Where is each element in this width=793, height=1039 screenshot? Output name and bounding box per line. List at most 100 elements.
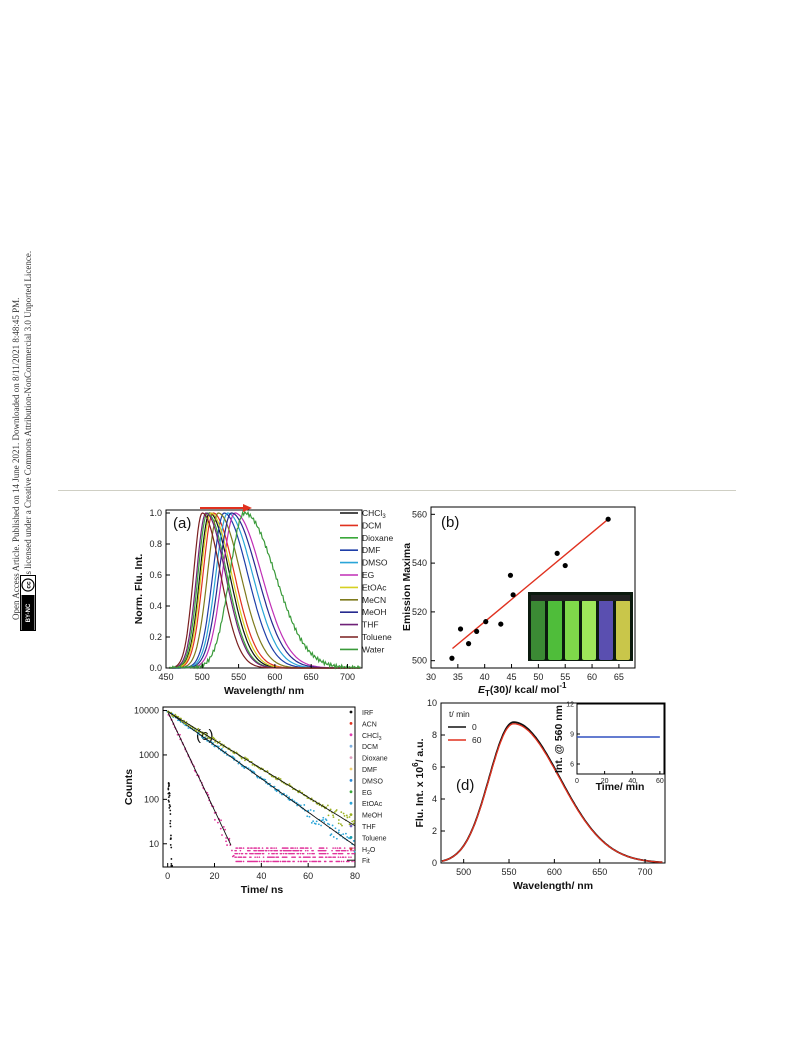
page-divider bbox=[58, 490, 736, 491]
noise-point bbox=[261, 847, 264, 849]
data-point bbox=[507, 572, 514, 578]
decay-point bbox=[303, 804, 306, 806]
legend-swatch bbox=[349, 813, 353, 816]
vial-6 bbox=[616, 600, 630, 660]
noise-point bbox=[262, 852, 265, 855]
noise-point bbox=[314, 856, 316, 858]
irf-point bbox=[168, 794, 171, 797]
noise-point bbox=[353, 852, 355, 855]
noise-point bbox=[285, 856, 288, 858]
noise-point bbox=[352, 849, 354, 852]
legend-swatch bbox=[349, 744, 353, 748]
decay-point bbox=[312, 810, 315, 812]
legend-label: DCM bbox=[362, 744, 378, 751]
decay-point bbox=[241, 765, 244, 768]
legend-label: EtOAc bbox=[362, 801, 383, 808]
noise-point bbox=[259, 852, 262, 855]
noise-point bbox=[273, 852, 275, 855]
decay-point bbox=[325, 819, 328, 822]
decay-point bbox=[228, 837, 231, 840]
x-tick-label: 55 bbox=[560, 672, 570, 682]
vial-1 bbox=[531, 600, 545, 660]
irf-point bbox=[167, 788, 170, 791]
x-tick-label: 600 bbox=[267, 672, 282, 682]
noise-point bbox=[339, 847, 342, 849]
decay-point bbox=[345, 814, 348, 817]
noise-point bbox=[240, 847, 243, 849]
y-tick-label: 10 bbox=[149, 839, 159, 849]
y-tick-label: 0.2 bbox=[149, 632, 162, 642]
x-tick-label: 450 bbox=[158, 672, 173, 682]
noise-point bbox=[256, 856, 259, 858]
data-point bbox=[554, 550, 560, 556]
panel-b-xlabel-sub: T bbox=[485, 689, 490, 698]
legend-swatch bbox=[349, 824, 353, 828]
irf-point bbox=[167, 782, 170, 784]
x-tick-label: 65 bbox=[614, 672, 624, 682]
data-point bbox=[562, 562, 568, 569]
legend-swatch bbox=[349, 836, 353, 839]
x-tick-label: 50 bbox=[533, 672, 543, 682]
panel-d-frame bbox=[440, 702, 666, 864]
noise-point bbox=[287, 847, 289, 849]
legend-label: DMF bbox=[362, 767, 377, 774]
noise-point bbox=[292, 847, 294, 849]
legend-label: DMSO bbox=[362, 778, 384, 785]
legend-label: ACN bbox=[362, 721, 377, 728]
legend-label: Dioxane bbox=[362, 533, 393, 543]
legend-label: DMF bbox=[362, 545, 380, 555]
irf-point bbox=[170, 834, 172, 837]
noise-point bbox=[241, 852, 244, 855]
panel-d-xlabel: Wavelength/ nm bbox=[513, 880, 593, 892]
decay-point bbox=[333, 811, 336, 813]
panel-c-legend: IRF ACN CHCl3 DCM Dioxane DMF DMSO EG EtOAc MeOH T… bbox=[347, 710, 388, 865]
decay-point bbox=[352, 822, 355, 825]
noise-point bbox=[262, 856, 265, 858]
irf-point bbox=[169, 822, 172, 825]
decay-point bbox=[327, 822, 329, 825]
decay-point bbox=[327, 814, 330, 817]
decay-point bbox=[345, 832, 347, 835]
cc-license-badge[interactable]: cc BY-NC bbox=[20, 575, 36, 631]
noise-point bbox=[336, 847, 339, 849]
decay-point bbox=[222, 825, 225, 828]
noise-point bbox=[302, 847, 305, 849]
noise-point bbox=[260, 860, 263, 863]
y-tick-label: 2 bbox=[432, 826, 437, 836]
legend-label: EG bbox=[362, 790, 372, 797]
decay-point bbox=[288, 796, 291, 799]
legend-swatch bbox=[349, 790, 353, 794]
decay-point bbox=[332, 816, 335, 819]
vial-caps bbox=[531, 595, 630, 601]
x-tick-label: 550 bbox=[231, 672, 246, 682]
noise-point bbox=[255, 849, 257, 852]
legend-label: DMSO bbox=[362, 558, 388, 568]
y-tick-label: 0 bbox=[432, 858, 437, 868]
panel-a-ylabel: Norm. Flu. Int. bbox=[133, 554, 145, 625]
noise-point bbox=[344, 856, 347, 858]
noise-point bbox=[348, 852, 350, 855]
data-point bbox=[605, 516, 611, 522]
noise-point bbox=[325, 847, 328, 849]
noise-point bbox=[297, 860, 300, 863]
noise-point bbox=[340, 860, 343, 863]
inset-y-tick-label: 12 bbox=[566, 702, 574, 709]
decay-point bbox=[308, 815, 311, 818]
noise-point bbox=[299, 852, 302, 855]
noise-point bbox=[304, 849, 307, 852]
noise-point bbox=[242, 847, 245, 849]
series-60 bbox=[441, 723, 663, 863]
noise-point bbox=[248, 847, 250, 849]
y-tick-label: 500 bbox=[412, 656, 427, 666]
noise-point bbox=[324, 860, 327, 863]
vial-5 bbox=[599, 596, 613, 660]
x-tick-label: 600 bbox=[547, 867, 562, 877]
noise-point bbox=[268, 860, 270, 863]
decay-point bbox=[288, 783, 291, 785]
legend-label: EtOAc bbox=[362, 582, 387, 592]
noise-point bbox=[277, 860, 280, 863]
series-chcl3 bbox=[169, 512, 361, 669]
legend-swatch bbox=[349, 710, 353, 714]
noise-point bbox=[239, 849, 242, 852]
